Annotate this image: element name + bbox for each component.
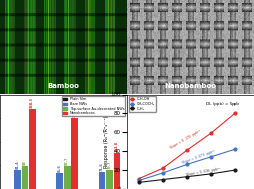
Text: 66.6: 66.6: [58, 164, 62, 173]
Bar: [71, 118, 78, 189]
Legend: C₂H₅OH, CH₃COCH₃, C₇H₈: C₂H₅OH, CH₃COCH₃, C₇H₈: [129, 96, 156, 112]
Text: Slope = 0.170 ppb$^{-1}$: Slope = 0.170 ppb$^{-1}$: [168, 127, 205, 153]
Text: 79.7: 79.7: [107, 161, 112, 170]
Text: 97.7: 97.7: [65, 157, 69, 165]
Bar: [99, 172, 105, 189]
Text: Slope = 0.036 ppb$^{-1}$: Slope = 0.036 ppb$^{-1}$: [184, 165, 224, 180]
Text: 153.8: 153.8: [115, 141, 119, 152]
Text: 71.6: 71.6: [100, 163, 104, 171]
Bar: [114, 153, 120, 189]
Legend: Plain film, Bare NWs, Top-surface Au-decorated NWs, Nanobamboos: Plain film, Bare NWs, Top-surface Au-dec…: [62, 96, 125, 116]
Text: Bamboo: Bamboo: [47, 83, 80, 89]
Bar: [14, 170, 21, 189]
Text: DL (ppb) = 5: DL (ppb) = 5: [206, 102, 232, 106]
Text: ppb: ppb: [231, 102, 239, 106]
Text: 81.4: 81.4: [15, 160, 20, 169]
Y-axis label: Response (Rₐᴵᴿ/Rᴳₐˢ⁻¹): Response (Rₐᴵᴿ/Rᴳₐˢ⁻¹): [104, 115, 109, 168]
Text: 98: 98: [23, 160, 27, 165]
Text: Nanobamboo: Nanobamboo: [165, 83, 216, 89]
Bar: [106, 170, 113, 189]
Text: 301.3: 301.3: [73, 106, 77, 117]
Text: 338.3: 338.3: [30, 98, 34, 108]
Bar: [29, 109, 36, 189]
Bar: [56, 173, 63, 189]
Text: Slope = 0.073 ppb$^{-1}$: Slope = 0.073 ppb$^{-1}$: [180, 147, 218, 168]
Bar: [22, 166, 28, 189]
Bar: [64, 166, 71, 189]
